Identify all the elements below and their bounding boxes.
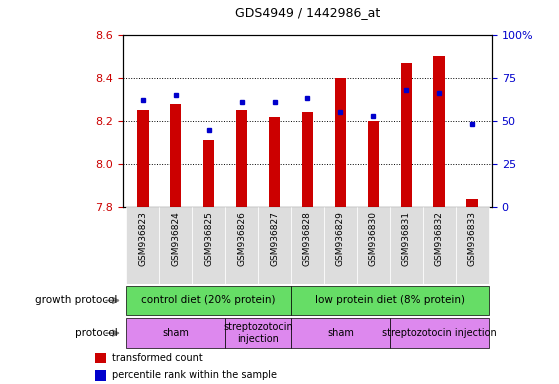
Text: streptozotocin injection: streptozotocin injection	[382, 328, 496, 338]
Bar	[291, 318, 390, 348]
Bar	[203, 141, 215, 207]
Bar	[225, 318, 291, 348]
Bar	[258, 207, 291, 284]
Text: GSM936832: GSM936832	[435, 211, 444, 266]
Bar	[159, 207, 192, 284]
Bar	[400, 63, 412, 207]
Text: low protein diet (8% protein): low protein diet (8% protein)	[315, 295, 465, 306]
Bar	[170, 104, 182, 207]
Text: sham: sham	[327, 328, 354, 338]
Bar	[390, 318, 489, 348]
Text: GSM936833: GSM936833	[468, 211, 477, 266]
Bar	[225, 207, 258, 284]
Text: percentile rank within the sample: percentile rank within the sample	[112, 370, 277, 381]
Bar	[95, 353, 106, 363]
Text: GSM936830: GSM936830	[369, 211, 378, 266]
Bar	[236, 110, 247, 207]
Bar	[126, 318, 225, 348]
Text: GDS4949 / 1442986_at: GDS4949 / 1442986_at	[235, 6, 380, 19]
Bar	[95, 370, 106, 381]
Text: streptozotocin
injection: streptozotocin injection	[223, 322, 293, 344]
Text: GSM936824: GSM936824	[171, 211, 180, 266]
Bar	[335, 78, 346, 207]
Text: sham: sham	[162, 328, 189, 338]
Text: GSM936826: GSM936826	[237, 211, 246, 266]
Bar	[423, 207, 456, 284]
Bar	[390, 207, 423, 284]
Bar	[269, 117, 280, 207]
Text: GSM936823: GSM936823	[138, 211, 147, 266]
Text: GSM936831: GSM936831	[402, 211, 411, 266]
Bar	[466, 199, 478, 207]
Bar	[302, 112, 313, 207]
Text: GSM936827: GSM936827	[270, 211, 279, 266]
Bar	[433, 56, 445, 207]
Bar	[126, 286, 291, 315]
Text: control diet (20% protein): control diet (20% protein)	[141, 295, 276, 306]
Bar	[126, 207, 159, 284]
Text: growth protocol: growth protocol	[35, 295, 117, 306]
Bar	[368, 121, 379, 207]
Bar	[291, 207, 324, 284]
Text: transformed count: transformed count	[112, 353, 202, 363]
Bar	[137, 110, 149, 207]
Text: GSM936825: GSM936825	[204, 211, 213, 266]
Bar	[456, 207, 489, 284]
Bar	[291, 286, 489, 315]
Text: protocol: protocol	[75, 328, 117, 338]
Bar	[357, 207, 390, 284]
Text: GSM936829: GSM936829	[336, 211, 345, 266]
Bar	[192, 207, 225, 284]
Text: GSM936828: GSM936828	[303, 211, 312, 266]
Bar	[324, 207, 357, 284]
